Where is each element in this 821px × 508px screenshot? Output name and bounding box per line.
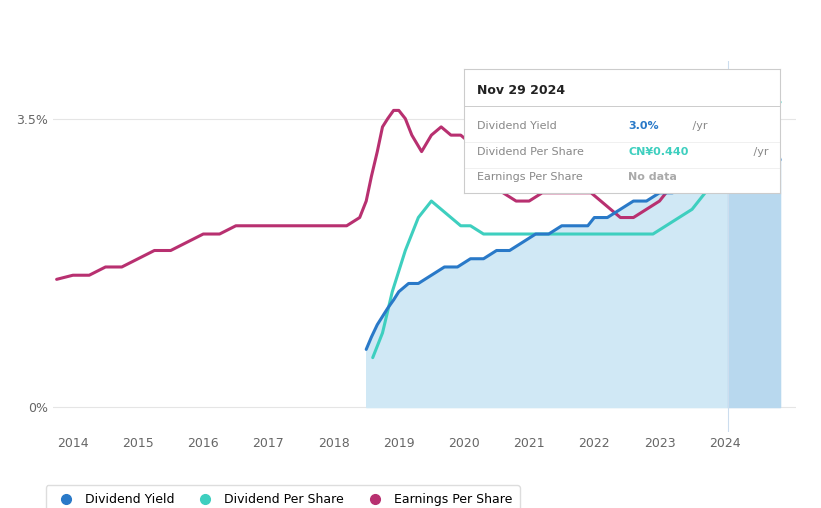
Text: Dividend Per Share: Dividend Per Share bbox=[476, 147, 584, 157]
Text: Dividend Yield: Dividend Yield bbox=[476, 121, 557, 131]
Text: No data: No data bbox=[628, 172, 677, 182]
Text: Nov 29 2024: Nov 29 2024 bbox=[476, 83, 565, 97]
Text: /yr: /yr bbox=[750, 147, 768, 157]
Text: Past: Past bbox=[732, 147, 754, 156]
Text: 3.0%: 3.0% bbox=[628, 121, 659, 131]
Text: Earnings Per Share: Earnings Per Share bbox=[476, 172, 582, 182]
Text: /yr: /yr bbox=[689, 121, 708, 131]
Text: CN¥0.440: CN¥0.440 bbox=[628, 147, 689, 157]
Legend: Dividend Yield, Dividend Per Share, Earnings Per Share: Dividend Yield, Dividend Per Share, Earn… bbox=[46, 485, 520, 508]
